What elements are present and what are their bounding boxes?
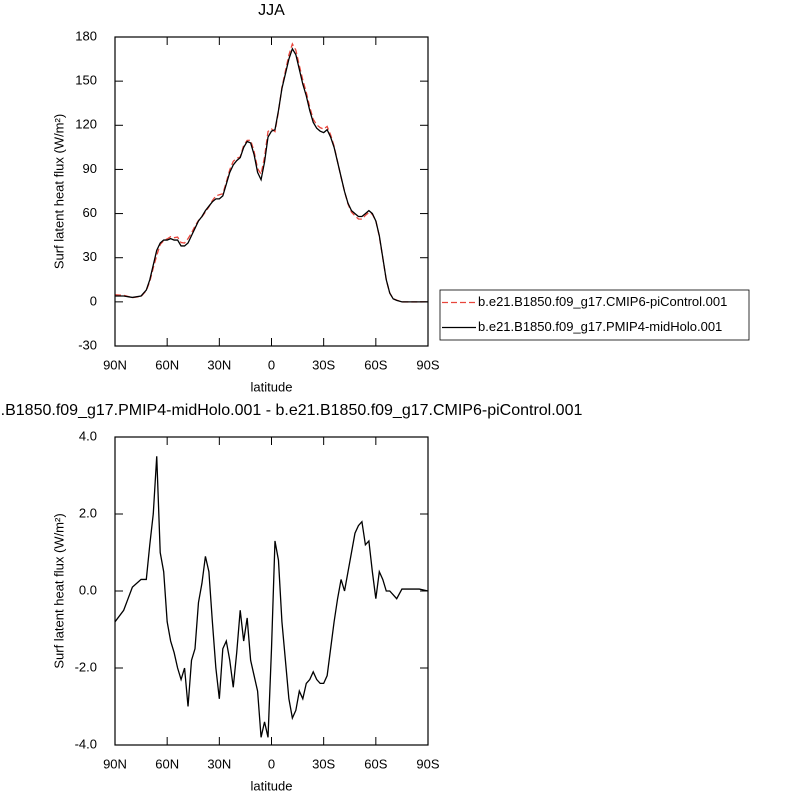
y-tick-label: -2.0 [75,659,97,674]
y-tick-label: 30 [83,249,97,264]
y-tick-label: 120 [75,117,97,132]
x-tick-label: 30N [207,756,231,771]
data-line [114,456,429,738]
y-tick-label: 0 [90,293,97,308]
x-axis-label: latitude [251,778,293,793]
y-tick-label: 4.0 [79,428,97,443]
x-tick-label: 30S [312,357,335,372]
y-tick-label: 0.0 [79,582,97,597]
x-tick-label: 30S [312,756,335,771]
y-tick-label: 2.0 [79,505,97,520]
x-tick-label: 30N [207,357,231,372]
y-axis-label: Surf latent heat flux (W/m²) [51,513,66,668]
x-tick-label: 90S [416,357,439,372]
y-tick-label: 90 [83,161,97,176]
x-tick-label: 90N [103,756,127,771]
plot-frame [114,436,429,746]
legend-label: b.e21.B1850.f09_g17.CMIP6-piControl.001 [478,294,727,309]
data-line [114,42,429,303]
x-tick-label: 90N [103,357,127,372]
x-axis-label: latitude [251,379,293,394]
chart-title: JJA [258,2,285,19]
plot-frame [114,36,429,347]
legend-label: b.e21.B1850.f09_g17.PMIP4-midHolo.001 [478,319,722,334]
x-tick-label: 60S [364,756,387,771]
y-tick-label: -4.0 [75,736,97,751]
x-tick-label: 0 [268,756,275,771]
x-tick-label: 60S [364,357,387,372]
y-tick-label: 60 [83,205,97,220]
y-tick-label: -30 [78,337,97,352]
x-tick-label: 0 [268,357,275,372]
data-line [115,47,428,303]
legend-box [439,289,750,341]
x-tick-label: 90S [416,756,439,771]
y-tick-label: 150 [75,73,97,88]
x-tick-label: 60N [155,357,179,372]
y-tick-label: 180 [75,28,97,43]
chart-title: b.e21.B1850.f09_g17.PMIP4-midHolo.001 - … [0,402,582,419]
x-tick-label: 60N [155,756,179,771]
y-axis-label: Surf latent heat flux (W/m²) [51,114,66,269]
